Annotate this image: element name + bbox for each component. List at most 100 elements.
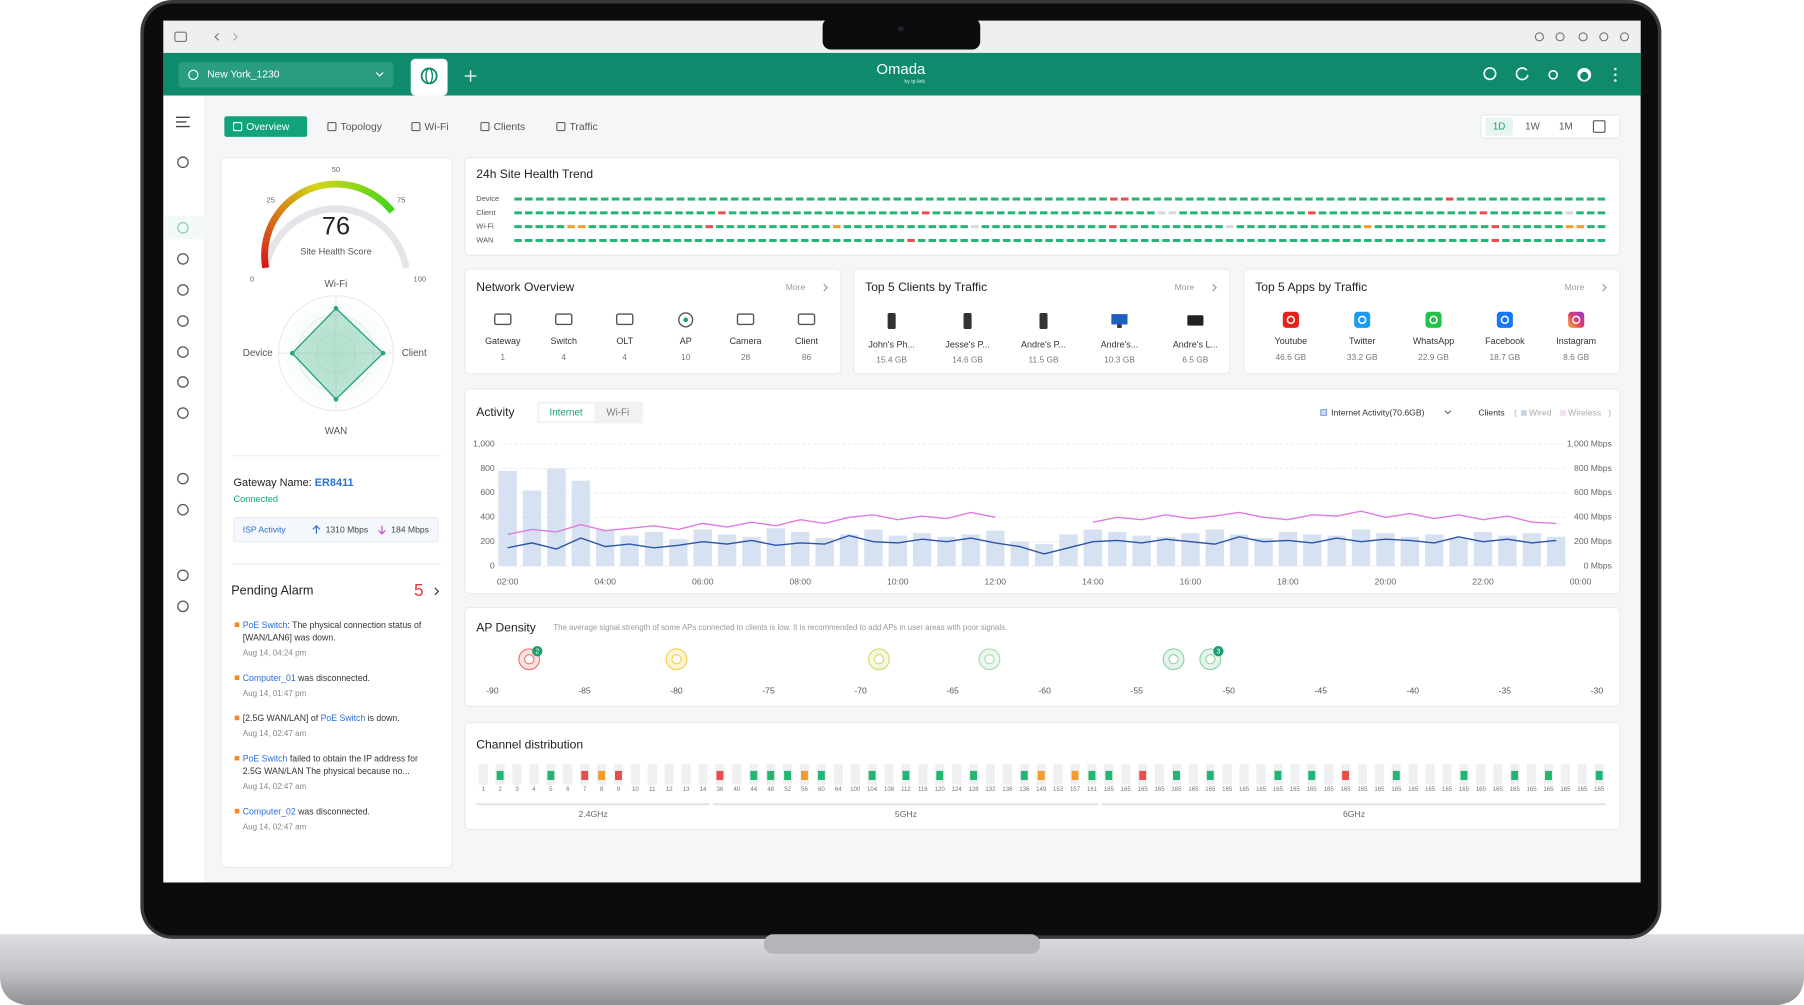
status-segment — [1109, 238, 1117, 242]
site-dropdown — [375, 72, 384, 77]
nav-icon[interactable] — [177, 503, 189, 516]
legend-label[interactable]: Internet Activity(70.6GB) — [1331, 407, 1424, 417]
gauge-segment — [310, 183, 318, 192]
alarm-time: Aug 14, 02:47 am — [243, 782, 307, 791]
channel-label: 100 — [850, 786, 861, 793]
bar — [498, 470, 517, 567]
status-segment — [1093, 211, 1102, 215]
tab-icon — [556, 121, 566, 132]
trend-row-label: WAN — [476, 235, 493, 244]
status-segment — [514, 211, 522, 215]
status-segment — [992, 225, 1000, 229]
status-segment — [578, 225, 586, 229]
status-segment — [546, 238, 554, 242]
status-segment — [1447, 211, 1456, 215]
status-segment — [1372, 211, 1380, 215]
tab[interactable] — [402, 116, 461, 137]
nav-icon[interactable] — [177, 376, 189, 388]
band-label: 5GHz — [895, 809, 917, 819]
tab[interactable] — [224, 116, 308, 137]
status-segment — [1164, 197, 1172, 201]
nav-icon[interactable] — [177, 315, 189, 327]
status-segment — [1426, 211, 1434, 215]
alarm-link[interactable]: Computer_01 — [243, 673, 296, 683]
more-link[interactable]: More — [1175, 282, 1195, 292]
more-link[interactable]: More — [786, 282, 806, 292]
nav-active — [163, 216, 204, 240]
nav-icon[interactable] — [177, 346, 189, 358]
nav-icon[interactable] — [177, 284, 189, 296]
status-segment — [769, 238, 777, 242]
tab[interactable] — [318, 116, 395, 137]
nav-icon[interactable] — [177, 569, 189, 582]
camera — [897, 25, 904, 32]
nav-icon[interactable] — [177, 156, 189, 169]
status-segment — [609, 238, 618, 242]
site-name: New York_1230 — [207, 70, 280, 81]
channel-label: 136 — [1019, 786, 1030, 793]
range[interactable]: 1M — [1559, 122, 1573, 133]
nav-collapse[interactable] — [176, 116, 190, 128]
alarm-text-part: was disconnected. — [296, 673, 370, 683]
nav-icon[interactable] — [177, 253, 189, 265]
status-segment — [1417, 225, 1425, 229]
channel-label: 165 — [1154, 786, 1165, 793]
alarm-link[interactable]: PoE Switch — [243, 620, 288, 630]
status-segment — [644, 197, 652, 201]
status-segment — [1532, 197, 1541, 201]
bar — [815, 538, 834, 567]
status-segment — [739, 211, 748, 215]
alarm-link[interactable]: Computer_02 — [243, 807, 296, 817]
site-tab[interactable] — [410, 58, 448, 96]
nav-icon[interactable] — [177, 600, 189, 613]
bar — [912, 533, 932, 567]
status-segment — [846, 211, 855, 215]
browser-forward — [233, 32, 238, 41]
status-segment — [1200, 211, 1209, 215]
site-selector[interactable] — [178, 62, 394, 88]
gauge-segment — [354, 183, 363, 192]
refresh-icon[interactable] — [1515, 67, 1529, 81]
status-segment — [1257, 225, 1266, 229]
status-segment — [758, 225, 767, 229]
status-segment — [728, 211, 737, 215]
range[interactable]: 1W — [1525, 122, 1540, 133]
status-segment — [1480, 225, 1489, 229]
nav-icon[interactable] — [177, 407, 189, 419]
status-segment — [1151, 238, 1160, 242]
add-tab[interactable] — [464, 70, 477, 82]
trend-row-label: Device — [476, 194, 499, 203]
item-value: 4 — [561, 352, 566, 362]
nav-icon[interactable] — [177, 472, 189, 485]
range[interactable]: 1D — [1493, 122, 1505, 133]
channel-label: 165 — [1510, 786, 1521, 793]
alarm-marker — [234, 755, 240, 761]
activity-tab[interactable]: Internet — [549, 408, 582, 419]
bar — [1132, 535, 1151, 567]
isp-label[interactable]: ISP Activity — [243, 525, 287, 535]
theme-icon[interactable] — [1548, 69, 1559, 80]
alarm-count[interactable]: 5 — [414, 580, 424, 600]
search-icon[interactable] — [1483, 67, 1497, 81]
alarm-text-part: was disconnected. — [296, 807, 370, 817]
tab[interactable] — [547, 116, 613, 137]
legend-label[interactable]: Wireless — [1568, 407, 1601, 417]
legend-label[interactable]: Wired — [1529, 407, 1552, 417]
gateway-name[interactable]: ER8411 — [315, 477, 354, 489]
tab[interactable] — [471, 116, 539, 137]
status-segment — [958, 197, 967, 201]
channel-bar — [512, 763, 522, 785]
status-segment — [1077, 225, 1085, 229]
channel-label: 112 — [901, 786, 911, 793]
alarm-link[interactable]: PoE Switch — [321, 713, 366, 723]
status-segment — [1147, 211, 1155, 215]
bar — [766, 528, 786, 567]
activity-tab[interactable]: Wi-Fi — [606, 408, 629, 419]
alarm-link[interactable]: PoE Switch — [243, 754, 288, 764]
channel-label: 165 — [1307, 786, 1318, 793]
bar — [620, 535, 639, 567]
more-link[interactable]: More — [1565, 282, 1585, 292]
radar-label: Device — [243, 348, 273, 359]
gauge-segment — [367, 189, 377, 199]
calendar-icon[interactable] — [1592, 120, 1606, 133]
